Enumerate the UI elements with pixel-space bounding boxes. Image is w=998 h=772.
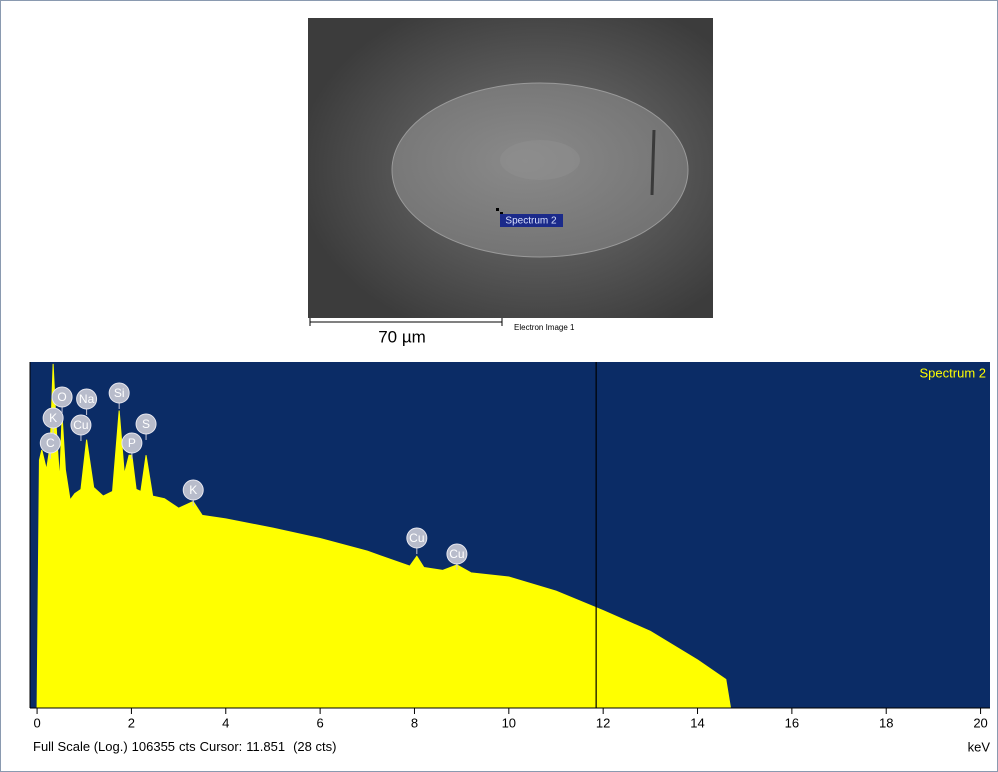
peak-label: K [49, 411, 57, 425]
legend-entry: Spectrum 2 [920, 365, 986, 380]
peak-label: S [142, 417, 150, 431]
x-tick-label: 8 [411, 715, 418, 730]
peak-label: K [189, 483, 197, 497]
x-tick-label: 6 [317, 715, 324, 730]
scale-bar-label: 70 µm [378, 327, 426, 346]
electron-image: Spectrum 2 70 µm Electron Image 1 [308, 18, 713, 346]
x-tick-label: 16 [785, 715, 799, 730]
status-full-scale-unit: cts [179, 739, 196, 754]
screenshot: Spectrum 2 70 µm Electron Image 1 Spectr… [0, 0, 998, 772]
x-tick-label: 0 [33, 715, 40, 730]
peak-label: Na [79, 392, 95, 406]
peak-label: Cu [409, 531, 424, 545]
particle-crack [652, 130, 654, 195]
peak-label: Cu [73, 418, 88, 432]
status-cursor-label: Cursor: [200, 739, 243, 754]
peak-label: P [128, 436, 136, 450]
status-full-scale-label: Full Scale (Log.) [33, 739, 128, 754]
x-tick-label: 14 [690, 715, 704, 730]
x-tick-label: 18 [879, 715, 893, 730]
x-tick-label: 10 [502, 715, 516, 730]
particle-texture [500, 140, 580, 180]
x-axis-label: keV [968, 739, 991, 754]
x-tick-label: 2 [128, 715, 135, 730]
peak-label: O [57, 390, 66, 404]
status-full-scale: 106355 [132, 739, 175, 754]
site-marker [496, 208, 499, 211]
x-tick-label: 20 [973, 715, 987, 730]
peak-label: Si [114, 386, 125, 400]
status-cursor: 11.851 [246, 739, 285, 754]
site-label: Spectrum 2 [505, 216, 557, 227]
status-cursor-counts: (28 cts) [293, 739, 336, 754]
peak-label: Cu [449, 547, 464, 561]
image-caption: Electron Image 1 [514, 323, 575, 332]
x-tick-label: 12 [596, 715, 610, 730]
x-tick-label: 4 [222, 715, 229, 730]
peak-label: C [46, 436, 55, 450]
